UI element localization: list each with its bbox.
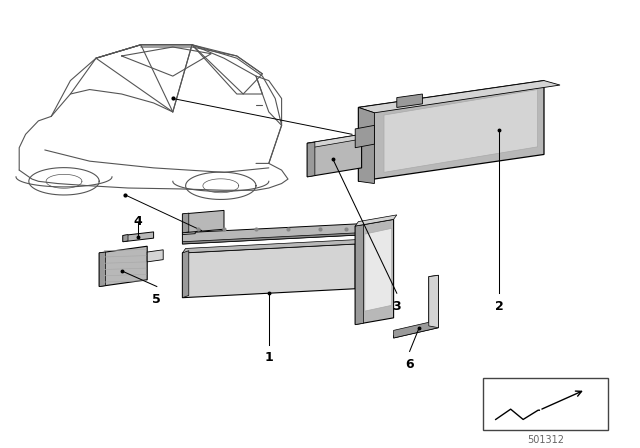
Polygon shape xyxy=(123,235,128,242)
Bar xyxy=(483,378,608,430)
Text: 4: 4 xyxy=(134,215,143,228)
Polygon shape xyxy=(307,134,362,177)
Text: 2: 2 xyxy=(495,300,504,313)
Polygon shape xyxy=(307,142,315,177)
Polygon shape xyxy=(394,276,438,338)
Polygon shape xyxy=(355,215,397,226)
Polygon shape xyxy=(99,246,147,287)
Polygon shape xyxy=(147,250,163,262)
Polygon shape xyxy=(123,232,154,242)
Polygon shape xyxy=(358,81,560,113)
Text: 6: 6 xyxy=(405,358,414,371)
Polygon shape xyxy=(397,94,422,108)
Polygon shape xyxy=(365,228,392,311)
Text: 3: 3 xyxy=(392,300,401,313)
Polygon shape xyxy=(182,224,358,244)
Polygon shape xyxy=(182,244,355,297)
Polygon shape xyxy=(358,81,544,181)
Polygon shape xyxy=(182,211,224,233)
Polygon shape xyxy=(182,213,189,233)
Text: 5: 5 xyxy=(152,293,161,306)
Polygon shape xyxy=(355,125,374,148)
Polygon shape xyxy=(182,220,195,235)
Polygon shape xyxy=(182,240,358,253)
Polygon shape xyxy=(355,220,394,324)
Polygon shape xyxy=(394,320,438,338)
Polygon shape xyxy=(429,276,438,327)
Polygon shape xyxy=(182,233,358,244)
Polygon shape xyxy=(358,108,374,184)
Polygon shape xyxy=(384,90,538,172)
Text: 1: 1 xyxy=(264,351,273,364)
Polygon shape xyxy=(182,251,189,297)
Polygon shape xyxy=(355,225,364,324)
Polygon shape xyxy=(99,252,106,287)
Text: 501312: 501312 xyxy=(527,435,564,445)
Polygon shape xyxy=(307,134,368,147)
